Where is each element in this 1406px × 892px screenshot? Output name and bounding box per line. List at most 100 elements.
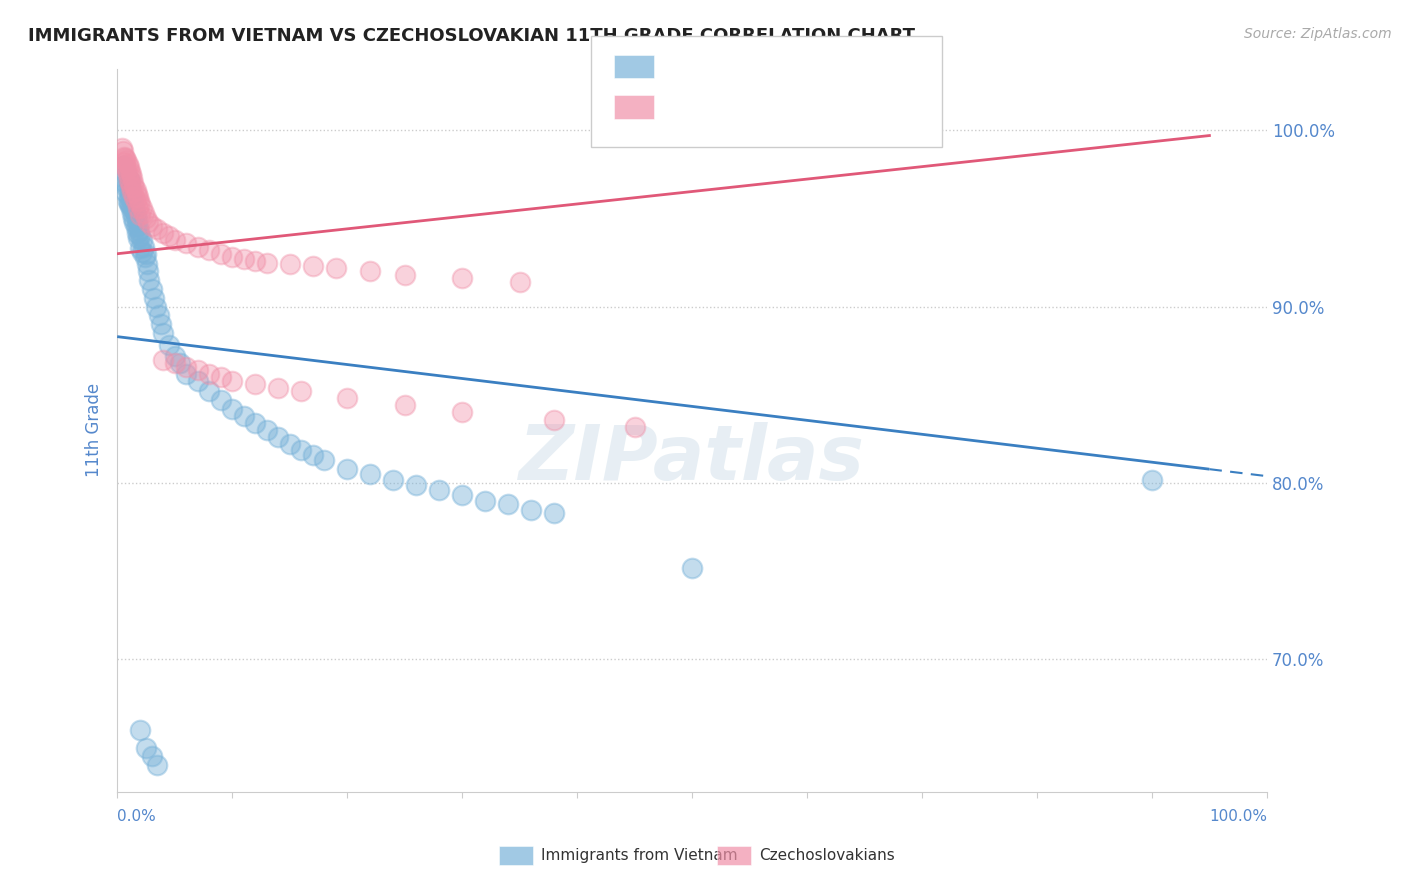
Text: IMMIGRANTS FROM VIETNAM VS CZECHOSLOVAKIAN 11TH GRADE CORRELATION CHART: IMMIGRANTS FROM VIETNAM VS CZECHOSLOVAKI… xyxy=(28,27,915,45)
Point xyxy=(111,141,134,155)
Point xyxy=(121,194,143,208)
Text: Czechoslovakians: Czechoslovakians xyxy=(759,848,896,863)
Point xyxy=(127,231,149,245)
Point xyxy=(394,399,416,413)
Point xyxy=(114,152,136,166)
Point xyxy=(120,201,142,215)
Point xyxy=(115,162,138,177)
Point xyxy=(157,338,180,352)
Point xyxy=(134,250,156,264)
Point xyxy=(131,201,153,215)
Point xyxy=(114,159,136,173)
Point xyxy=(209,370,232,384)
Point xyxy=(111,145,134,159)
Point xyxy=(405,478,427,492)
Point xyxy=(187,240,209,254)
Point xyxy=(115,153,138,168)
Point xyxy=(127,219,149,233)
Point xyxy=(232,252,254,266)
Point xyxy=(111,159,134,173)
Point xyxy=(359,264,381,278)
Point xyxy=(451,488,474,502)
Point xyxy=(124,179,146,194)
Text: 0.0%: 0.0% xyxy=(117,809,156,824)
Point xyxy=(509,275,531,289)
Point xyxy=(131,244,153,259)
Point xyxy=(290,442,312,457)
Point xyxy=(129,208,152,222)
Text: 69: 69 xyxy=(820,98,845,116)
Point xyxy=(114,185,136,199)
Point xyxy=(124,220,146,235)
Point xyxy=(146,222,169,236)
Point xyxy=(117,194,139,208)
Point xyxy=(128,194,150,208)
Point xyxy=(124,183,146,197)
Point xyxy=(118,172,141,186)
Y-axis label: 11th Grade: 11th Grade xyxy=(86,383,103,477)
Text: -0.108: -0.108 xyxy=(699,58,763,76)
Point xyxy=(120,188,142,202)
Text: Immigrants from Vietnam: Immigrants from Vietnam xyxy=(541,848,738,863)
Point xyxy=(112,150,135,164)
Point xyxy=(122,197,145,211)
Text: 0.284: 0.284 xyxy=(699,98,762,116)
Point xyxy=(118,197,141,211)
Point xyxy=(141,749,163,764)
Point xyxy=(131,233,153,247)
Point xyxy=(187,374,209,388)
Point xyxy=(543,506,565,520)
Point xyxy=(325,260,347,275)
Point xyxy=(148,309,170,323)
Point xyxy=(1140,473,1163,487)
Point xyxy=(382,473,405,487)
Point xyxy=(118,164,141,178)
Point xyxy=(451,271,474,285)
Point xyxy=(115,179,138,194)
Point xyxy=(451,405,474,419)
Point xyxy=(198,384,221,399)
Point xyxy=(243,377,266,392)
Point xyxy=(124,190,146,204)
Point xyxy=(118,197,141,211)
Point xyxy=(118,176,141,190)
Point xyxy=(120,167,142,181)
Point xyxy=(157,229,180,244)
Point xyxy=(136,264,159,278)
Point xyxy=(174,359,197,374)
Point xyxy=(121,206,143,220)
Point xyxy=(138,273,160,287)
Point xyxy=(122,211,145,226)
Text: 100.0%: 100.0% xyxy=(1209,809,1267,824)
Point xyxy=(394,268,416,282)
Point xyxy=(143,291,166,305)
Text: R =: R = xyxy=(665,98,704,116)
Point xyxy=(169,356,191,370)
Point xyxy=(129,197,152,211)
Point xyxy=(124,194,146,208)
Point xyxy=(118,161,141,175)
Point xyxy=(301,259,323,273)
Point xyxy=(117,172,139,186)
Point xyxy=(681,560,703,574)
Point xyxy=(141,219,163,233)
Point xyxy=(278,437,301,451)
Point xyxy=(152,226,174,240)
Point xyxy=(115,167,138,181)
Point xyxy=(359,467,381,482)
Point xyxy=(125,213,148,227)
Text: 75: 75 xyxy=(820,58,845,76)
Point xyxy=(136,215,159,229)
Point xyxy=(145,300,167,314)
Point xyxy=(132,240,155,254)
Text: N =: N = xyxy=(776,98,828,116)
Point xyxy=(124,208,146,222)
Point xyxy=(118,185,141,199)
Point xyxy=(129,242,152,256)
Point xyxy=(187,363,209,377)
Point xyxy=(112,155,135,169)
Point xyxy=(118,179,141,194)
Point xyxy=(135,740,157,755)
Text: R =: R = xyxy=(665,58,704,76)
Point xyxy=(163,233,186,247)
